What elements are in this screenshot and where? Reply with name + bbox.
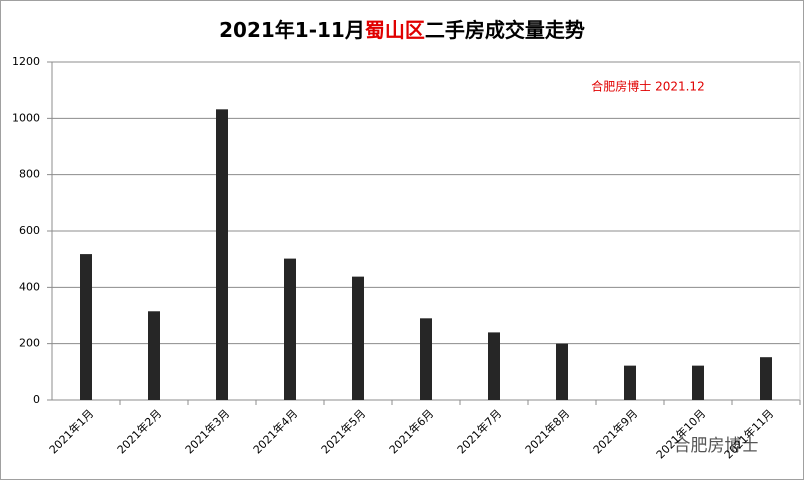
annotation: 合肥房博士 2021.12 (591, 79, 704, 94)
bar (692, 365, 704, 400)
y-tick-label: 800 (19, 168, 40, 181)
y-tick-label: 600 (19, 224, 40, 237)
bar (352, 276, 364, 400)
chart-title: 2021年1-11月蜀山区二手房成交量走势 (219, 18, 585, 42)
y-tick-label: 1000 (12, 111, 40, 124)
y-tick-label: 1200 (12, 55, 40, 68)
bar (624, 365, 636, 400)
bar (80, 254, 92, 400)
bar (488, 332, 500, 400)
title-part: 二手房成交量走势 (425, 18, 585, 42)
bar (216, 109, 228, 400)
y-tick-label: 0 (33, 393, 40, 406)
title-part: 2021年1-11月 (219, 18, 365, 42)
y-tick-label: 400 (19, 280, 40, 293)
bar (760, 357, 772, 400)
bar (284, 258, 296, 400)
bar (420, 318, 432, 400)
title-part: 蜀山区 (365, 18, 425, 42)
bar (148, 311, 160, 400)
bar (556, 343, 568, 400)
y-tick-label: 200 (19, 337, 40, 350)
watermark: 合肥房博士 (674, 436, 759, 456)
